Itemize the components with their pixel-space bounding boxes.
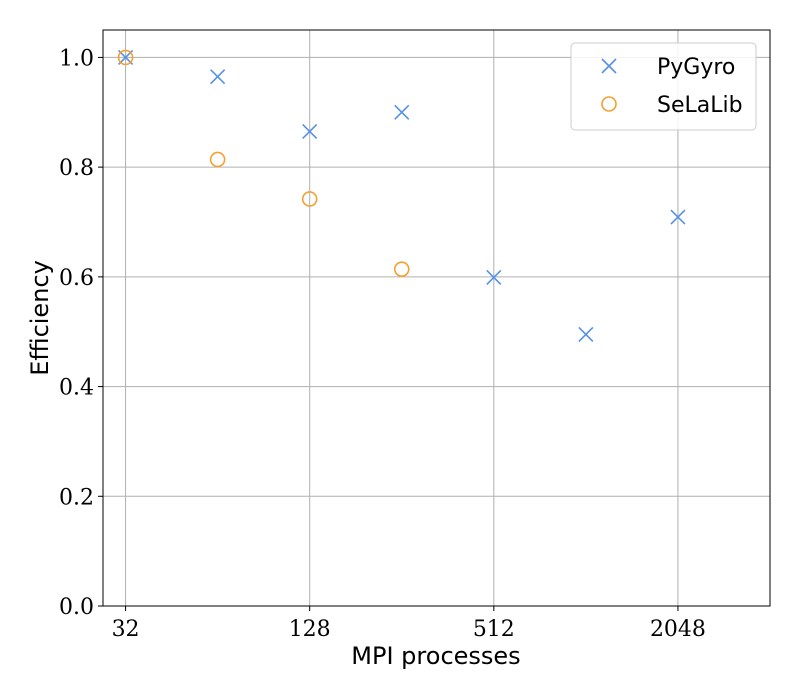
data-point — [301, 191, 318, 207]
legend-marker-pygyro — [601, 58, 617, 74]
data-point — [117, 49, 134, 66]
legend: PyGyro SeLaLib — [570, 42, 757, 131]
legend-label-pygyro: PyGyro — [657, 55, 735, 80]
legend-marker-selalib — [601, 96, 617, 112]
data-point — [209, 151, 226, 168]
y-tick-label: 1.0 — [59, 46, 94, 71]
data-point — [670, 209, 686, 225]
y-axis-label: Efficiency — [26, 260, 54, 376]
legend-label-selalib: SeLaLib — [657, 93, 743, 118]
series-selalib — [117, 49, 410, 277]
y-tick-label: 0.6 — [59, 266, 94, 291]
x-axis-ticks: 32 128 512 2048 — [112, 606, 706, 642]
plot-frame — [102, 29, 771, 607]
data-marks — [117, 49, 686, 343]
legend-box — [570, 42, 757, 131]
x-tick-label: 2048 — [650, 617, 706, 642]
y-axis-ticks: 0.0 0.2 0.4 0.6 0.8 1.0 — [59, 46, 103, 620]
data-point — [393, 261, 410, 277]
data-point — [302, 123, 318, 140]
x-tick-label: 32 — [112, 617, 140, 642]
y-tick-label: 0.8 — [59, 156, 94, 181]
data-point — [486, 269, 502, 285]
x-tick-label: 128 — [289, 617, 331, 642]
y-tick-label: 0.0 — [59, 595, 94, 620]
y-tick-label: 0.2 — [59, 485, 94, 510]
legend-marker — [601, 58, 617, 74]
y-tick-label: 0.4 — [59, 376, 94, 401]
legend-marker — [601, 96, 617, 112]
x-tick-label: 512 — [473, 617, 515, 642]
x-axis-label: MPI processes — [351, 642, 520, 670]
data-point — [394, 104, 410, 120]
data-point — [210, 69, 226, 85]
data-point — [578, 326, 594, 343]
